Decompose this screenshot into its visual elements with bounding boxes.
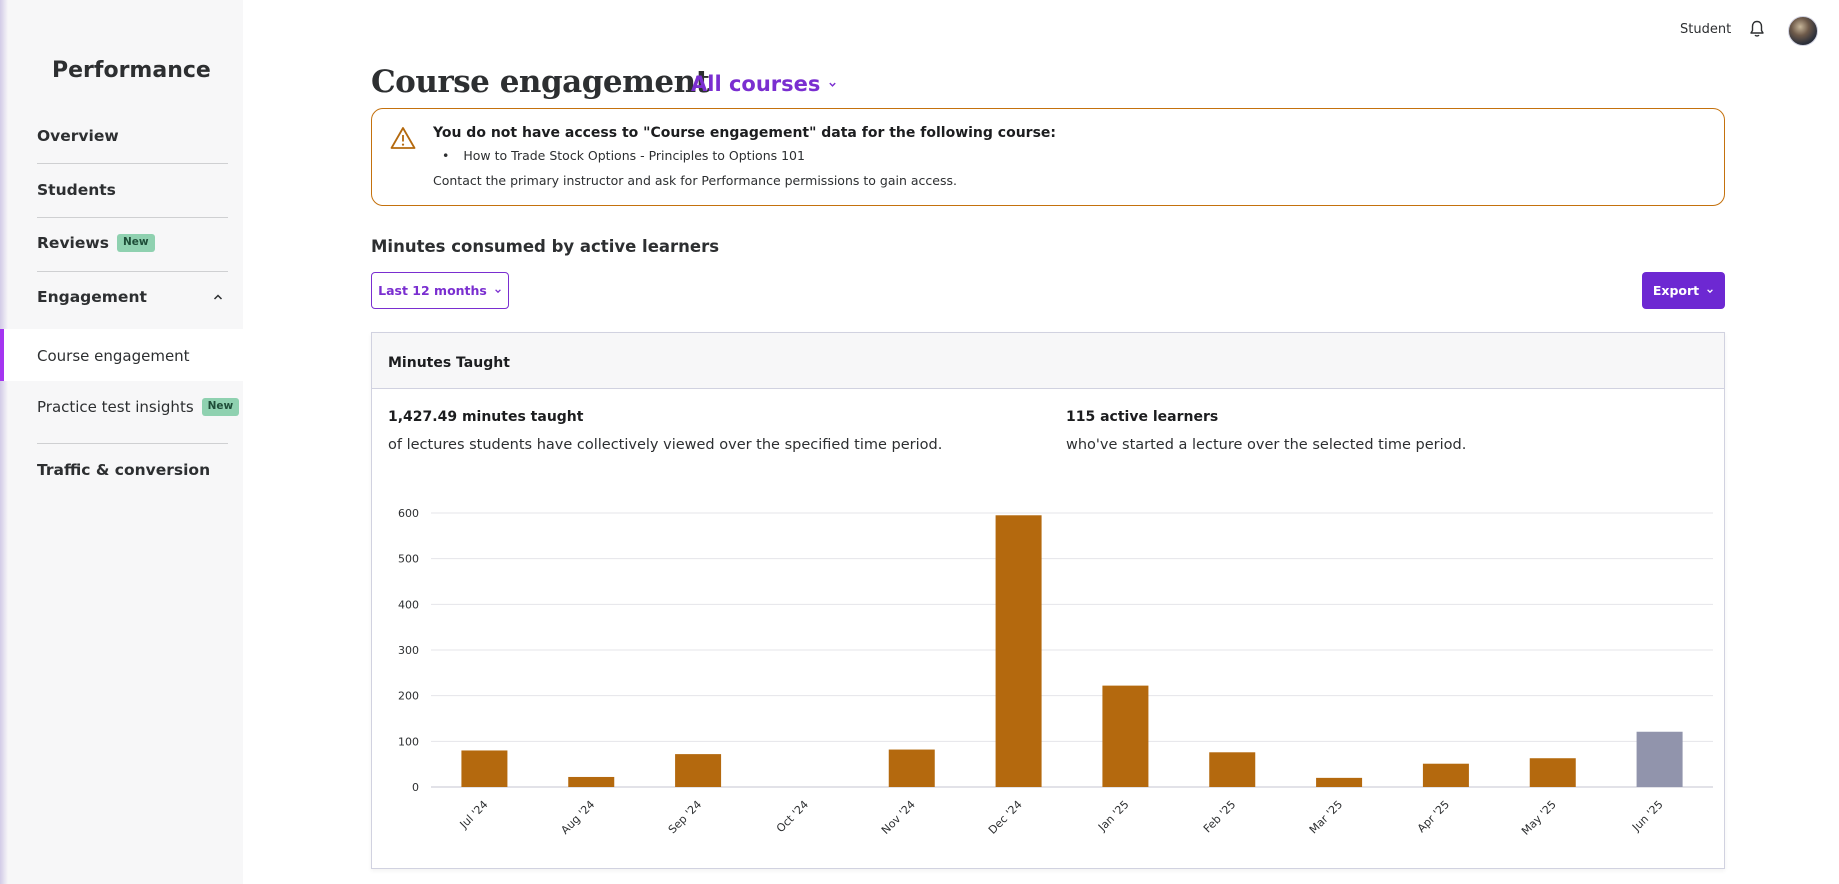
sidebar bbox=[0, 0, 243, 884]
sidebar-item-practice-test-insights[interactable]: Practice test insights New bbox=[37, 398, 240, 416]
course-filter-dropdown[interactable]: All courses bbox=[691, 72, 837, 96]
sidebar-item-label: Course engagement bbox=[37, 347, 190, 365]
sidebar-divider bbox=[37, 271, 228, 272]
bar-sep-24[interactable] bbox=[675, 754, 722, 787]
y-tick-label: 600 bbox=[398, 507, 419, 520]
active-learners-value: 115 active learners bbox=[1066, 409, 1219, 425]
bar-jun-25[interactable] bbox=[1636, 731, 1683, 787]
bar-mar-25[interactable] bbox=[1316, 777, 1363, 787]
bar-nov-24[interactable] bbox=[888, 749, 935, 787]
bar-jul-24[interactable] bbox=[461, 750, 508, 787]
sidebar-item-course-engagement[interactable]: Course engagement bbox=[37, 347, 190, 365]
x-tick-label: Aug '24 bbox=[558, 798, 597, 837]
export-label: Export bbox=[1652, 283, 1700, 298]
export-button[interactable]: Export bbox=[1642, 272, 1725, 309]
bar-feb-25[interactable] bbox=[1209, 752, 1256, 787]
sidebar-item-label: Reviews bbox=[37, 234, 109, 252]
bar-may-25[interactable] bbox=[1529, 758, 1576, 787]
minutes-taught-value: 1,427.49 minutes taught bbox=[388, 409, 584, 425]
card-header bbox=[372, 333, 1724, 389]
access-warning-alert: You do not have access to "Course engage… bbox=[371, 108, 1725, 206]
y-tick-label: 0 bbox=[412, 781, 419, 794]
student-view-link[interactable]: Student bbox=[1680, 22, 1732, 37]
x-tick-label: Dec '24 bbox=[986, 798, 1025, 837]
x-tick-label: Oct '24 bbox=[774, 798, 811, 835]
bell-icon[interactable] bbox=[1749, 20, 1765, 38]
x-tick-label: Apr '25 bbox=[1415, 798, 1452, 835]
bar-apr-25[interactable] bbox=[1422, 763, 1469, 787]
alert-course-item: How to Trade Stock Options - Principles … bbox=[442, 148, 805, 163]
y-tick-label: 500 bbox=[398, 553, 419, 566]
sidebar-item-engagement[interactable]: Engagement bbox=[37, 288, 147, 306]
x-tick-label: Mar '25 bbox=[1307, 798, 1345, 836]
x-tick-label: May '25 bbox=[1519, 798, 1559, 838]
page-title: Course engagement bbox=[371, 64, 710, 100]
sidebar-item-label: Students bbox=[37, 181, 116, 199]
card-title: Minutes Taught bbox=[388, 355, 510, 371]
avatar[interactable] bbox=[1788, 16, 1818, 46]
period-label: Last 12 months bbox=[378, 283, 487, 298]
x-tick-label: Jun '25 bbox=[1629, 798, 1666, 835]
y-tick-label: 100 bbox=[398, 735, 419, 748]
alert-text: Contact the primary instructor and ask f… bbox=[433, 173, 957, 188]
x-tick-label: Feb '25 bbox=[1201, 798, 1238, 835]
chevron-up-icon[interactable] bbox=[213, 292, 223, 302]
sidebar-active-row bbox=[0, 329, 243, 381]
sidebar-divider bbox=[37, 443, 228, 444]
y-tick-label: 400 bbox=[398, 598, 419, 611]
sidebar-item-label: Traffic & conversion bbox=[37, 461, 211, 479]
y-tick-label: 300 bbox=[398, 644, 419, 657]
sidebar-item-label: Engagement bbox=[37, 288, 147, 306]
x-tick-label: Sep '24 bbox=[666, 798, 704, 836]
x-tick-label: Jul '24 bbox=[457, 798, 491, 832]
chevron-down-icon bbox=[1707, 288, 1713, 293]
alert-title: You do not have access to "Course engage… bbox=[433, 125, 1056, 141]
sidebar-item-label: Overview bbox=[37, 127, 119, 145]
sidebar-divider bbox=[37, 163, 228, 164]
course-filter-label: All courses bbox=[691, 72, 821, 96]
period-dropdown-button[interactable]: Last 12 months bbox=[371, 272, 509, 309]
y-tick-label: 200 bbox=[398, 690, 419, 703]
new-badge: New bbox=[116, 234, 155, 252]
sidebar-item-reviews[interactable]: Reviews New bbox=[37, 234, 155, 252]
chevron-down-icon bbox=[829, 82, 837, 87]
sidebar-item-students[interactable]: Students bbox=[37, 181, 116, 199]
minutes-taught-description: of lectures students have collectively v… bbox=[388, 437, 943, 453]
warning-icon bbox=[390, 127, 416, 149]
sidebar-divider bbox=[37, 217, 228, 218]
sidebar-item-label: Practice test insights bbox=[37, 398, 194, 416]
sidebar-edge bbox=[0, 0, 8, 884]
bar-dec-24[interactable] bbox=[995, 515, 1042, 787]
minutes-bar-chart: 0 100 200 300 400 500 600 Jul '24 Aug '24 Sep '24… bbox=[398, 507, 1713, 838]
x-tick-label: Jan '25 bbox=[1095, 798, 1131, 834]
active-learners-description: who've started a lecture over the select… bbox=[1066, 437, 1467, 453]
sidebar-item-overview[interactable]: Overview bbox=[37, 127, 119, 145]
sidebar-title: Performance bbox=[52, 58, 211, 83]
bar-jan-25[interactable] bbox=[1102, 685, 1149, 787]
x-tick-label: Nov '24 bbox=[879, 798, 918, 837]
sidebar-active-indicator bbox=[0, 329, 4, 381]
chevron-down-icon bbox=[495, 288, 501, 293]
sidebar-item-traffic-conversion[interactable]: Traffic & conversion bbox=[37, 461, 210, 479]
new-badge: New bbox=[201, 398, 240, 416]
section-title: Minutes consumed by active learners bbox=[371, 237, 720, 256]
bar-aug-24[interactable] bbox=[568, 776, 615, 787]
